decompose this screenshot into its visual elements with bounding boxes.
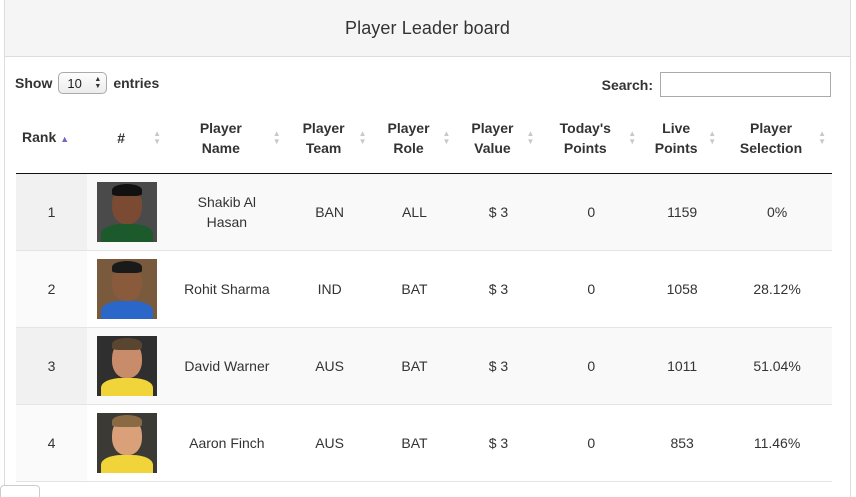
player-selection-cell: 11.46% bbox=[722, 404, 832, 482]
player-avatar bbox=[97, 258, 158, 319]
select-arrows-icon: ▲ ▼ bbox=[94, 76, 102, 90]
sort-icon: ▲ ▼ bbox=[708, 129, 717, 146]
column-header-player-value[interactable]: Player Value ▲ ▼ bbox=[456, 104, 541, 174]
player-name-cell: Rohit Sharma bbox=[167, 250, 287, 328]
show-label: Show bbox=[15, 75, 53, 91]
table-row: 3 David Warner AUS BAT $ 3 0 1011 51.04% bbox=[16, 327, 832, 405]
photo-cell bbox=[87, 404, 168, 482]
column-header-live-points[interactable]: Live Points ▲ ▼ bbox=[642, 104, 723, 174]
rank-cell: 3 bbox=[16, 327, 88, 405]
player-selection-cell: 51.04% bbox=[722, 327, 832, 405]
player-avatar bbox=[97, 335, 158, 396]
player-name-cell: Aaron Finch bbox=[167, 404, 287, 482]
player-selection-cell: 28.12% bbox=[722, 250, 832, 328]
entries-label: entries bbox=[113, 75, 160, 91]
player-selection-cell: 0% bbox=[722, 173, 832, 251]
search-label: Search: bbox=[601, 76, 653, 93]
todays-points-cell: 0 bbox=[540, 250, 643, 328]
photo-cell bbox=[87, 250, 168, 328]
todays-points-cell: 0 bbox=[540, 173, 643, 251]
sort-ascending-icon: ▲ bbox=[60, 134, 70, 145]
sort-icon: ▲ ▼ bbox=[628, 129, 637, 146]
todays-points-cell: 0 bbox=[540, 404, 643, 482]
search-input[interactable] bbox=[660, 72, 831, 97]
player-team-cell: IND bbox=[286, 250, 373, 328]
player-name-cell: Shakib Al Hasan bbox=[167, 173, 287, 251]
photo-cell bbox=[87, 327, 168, 405]
rank-cell: 1 bbox=[16, 173, 88, 251]
search-control: Search: bbox=[602, 72, 831, 97]
entries-select-value: 10 bbox=[67, 75, 82, 91]
panel-header: Player Leader board bbox=[5, 0, 850, 57]
player-value-cell: $ 3 bbox=[456, 404, 541, 482]
player-name-cell: David Warner bbox=[167, 327, 287, 405]
todays-points-cell: 0 bbox=[540, 327, 643, 405]
column-header-rank[interactable]: Rank ▲ bbox=[16, 104, 88, 174]
player-team-cell: AUS bbox=[286, 404, 373, 482]
player-avatar bbox=[97, 412, 158, 473]
column-header-player-selection[interactable]: Player Selection ▲ ▼ bbox=[722, 104, 832, 174]
rank-cell: 4 bbox=[16, 404, 88, 482]
entries-length-control: Show 10 ▲ ▼ entries bbox=[15, 72, 159, 94]
sort-icon: ▲ ▼ bbox=[818, 129, 826, 146]
player-value-cell: $ 3 bbox=[456, 250, 541, 328]
table-controls: Show 10 ▲ ▼ entries Search: bbox=[15, 72, 831, 97]
rank-cell: 2 bbox=[16, 250, 88, 328]
photo-cell bbox=[87, 173, 168, 251]
column-header-player-role[interactable]: Player Role ▲ ▼ bbox=[372, 104, 457, 174]
column-header-number[interactable]: # ▲ ▼ bbox=[87, 104, 168, 174]
player-role-cell: BAT bbox=[372, 404, 457, 482]
column-header-player-name[interactable]: Player Name ▲ ▼ bbox=[167, 104, 287, 174]
column-header-todays-points[interactable]: Today's Points ▲ ▼ bbox=[540, 104, 643, 174]
player-team-cell: BAN bbox=[286, 173, 373, 251]
player-value-cell: $ 3 bbox=[456, 327, 541, 405]
table-row: 1 Shakib Al Hasan BAN ALL $ 3 0 1159 0% bbox=[16, 173, 832, 251]
player-role-cell: BAT bbox=[372, 250, 457, 328]
sort-icon: ▲ ▼ bbox=[272, 129, 281, 146]
sort-icon: ▲ ▼ bbox=[358, 129, 367, 146]
column-header-player-team[interactable]: Player Team ▲ ▼ bbox=[286, 104, 373, 174]
sort-icon: ▲ ▼ bbox=[153, 129, 162, 146]
live-points-cell: 1058 bbox=[642, 250, 723, 328]
entries-select[interactable]: 10 ▲ ▼ bbox=[58, 72, 108, 94]
player-role-cell: BAT bbox=[372, 327, 457, 405]
live-points-cell: 853 bbox=[642, 404, 723, 482]
live-points-cell: 1159 bbox=[642, 173, 723, 251]
sort-icon: ▲ ▼ bbox=[442, 129, 451, 146]
header-row: Rank ▲ # ▲ ▼ Player Name ▲ ▼ Player Team ▲ ▼ Pl… bbox=[16, 104, 832, 174]
live-points-cell: 1011 bbox=[642, 327, 723, 405]
table-row: 4 Aaron Finch AUS BAT $ 3 0 853 11.46% bbox=[16, 404, 832, 482]
leaderboard-table: Rank ▲ # ▲ ▼ Player Name ▲ ▼ Player Team ▲ ▼ Pl… bbox=[16, 104, 832, 482]
table-row: 2 Rohit Sharma IND BAT $ 3 0 1058 28.12% bbox=[16, 250, 832, 328]
player-team-cell: AUS bbox=[286, 327, 373, 405]
player-avatar bbox=[97, 181, 158, 242]
page-title: Player Leader board bbox=[344, 17, 510, 38]
sort-icon: ▲ ▼ bbox=[526, 129, 535, 146]
player-value-cell: $ 3 bbox=[456, 173, 541, 251]
page-corner-tab bbox=[0, 485, 40, 497]
player-role-cell: ALL bbox=[372, 173, 457, 251]
